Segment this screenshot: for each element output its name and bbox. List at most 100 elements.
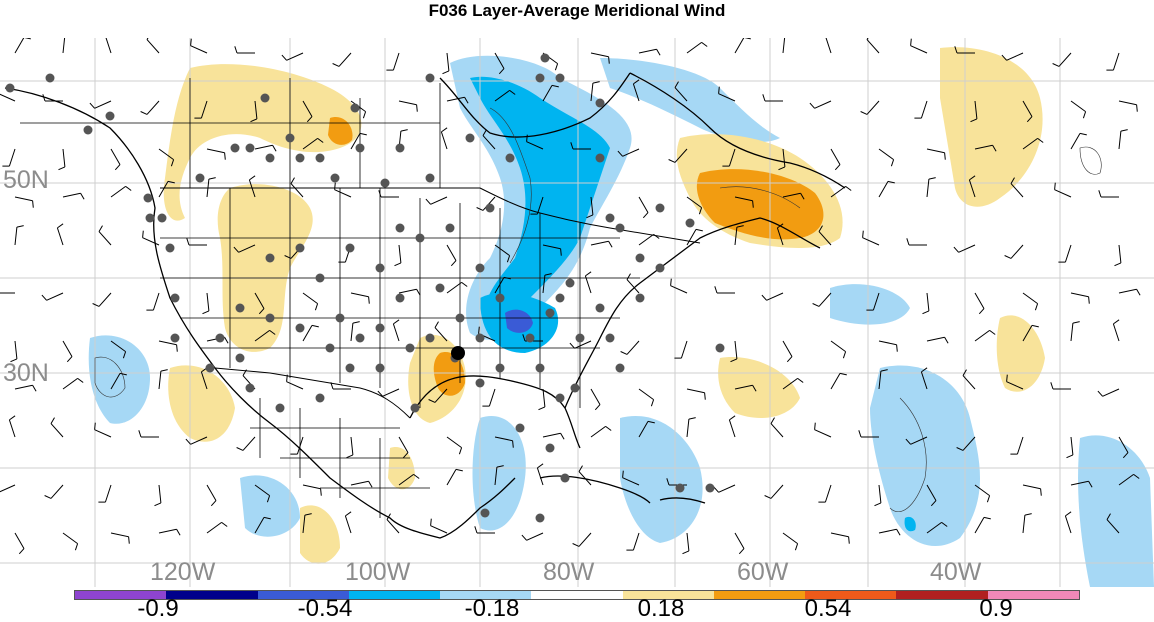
lon-label-40w: 40W — [930, 558, 982, 586]
station-marker — [45, 73, 55, 83]
light-blue-region-pacific — [88, 335, 150, 424]
wind-barb-flag — [1136, 289, 1141, 296]
wind-barb — [1070, 133, 1081, 150]
wind-barb — [430, 525, 448, 534]
wind-barb — [734, 532, 745, 549]
wind-barb — [1006, 381, 1024, 390]
station-marker — [495, 363, 505, 373]
station-marker — [595, 303, 605, 313]
station-marker — [515, 423, 525, 433]
wind-barb-flag — [128, 536, 130, 544]
colorbar-segment — [75, 591, 167, 599]
wind-barb — [578, 471, 592, 486]
wind-barbs — [0, 38, 1141, 555]
wind-barb-flag — [1122, 452, 1129, 459]
north-america-coast — [4, 87, 516, 539]
wind-barb — [94, 429, 112, 438]
hispaniola-coast — [659, 497, 706, 504]
station-marker — [635, 253, 645, 263]
wind-barb — [446, 469, 457, 486]
light-blue-region-mid-pacific — [240, 475, 300, 537]
wind-barb — [62, 532, 78, 545]
wind-barb-flag — [512, 440, 514, 448]
wind-barb — [46, 292, 64, 301]
wind-barb-flag — [94, 422, 96, 430]
wind-barb-flag — [738, 548, 745, 555]
wind-barb-flag — [386, 513, 391, 520]
wind-barb — [866, 100, 880, 115]
station-marker — [635, 293, 645, 303]
wind-barb-flag — [478, 326, 480, 334]
wind-barb-flag — [272, 145, 277, 152]
wind-barb — [94, 100, 112, 109]
colorbar-label-neg-0-9: -0.9 — [137, 595, 179, 622]
wind-barb-flag — [594, 404, 601, 411]
wind-barb — [638, 233, 654, 246]
light-blue-region-west-atlantic — [830, 284, 910, 325]
wind-barb-flag — [569, 342, 575, 349]
wind-barb — [718, 93, 736, 102]
wind-barb-flag — [233, 246, 239, 253]
colorbar-label-neg-0-18: -0.18 — [464, 595, 520, 622]
station-marker — [575, 333, 585, 343]
lon-label-80w: 80W — [543, 558, 595, 586]
dark-blue-region-tennessee — [505, 309, 533, 333]
wind-barb — [590, 83, 594, 102]
station-marker — [595, 98, 605, 108]
station-marker — [410, 403, 420, 413]
wind-barb — [686, 419, 690, 438]
wind-barb — [574, 340, 592, 349]
station-marker — [170, 333, 180, 343]
wind-barb — [14, 227, 18, 246]
wind-barb-flag — [812, 303, 820, 307]
wind-barb — [158, 371, 162, 390]
station-marker — [540, 53, 550, 63]
wind-barb-flag — [167, 180, 175, 184]
wind-barb-flag — [44, 495, 52, 499]
wind-barb-flag — [642, 212, 649, 219]
station-marker — [157, 213, 167, 223]
orange-region-alberta — [328, 117, 353, 145]
wind-barb-flag — [202, 310, 210, 315]
wind-barb — [926, 179, 930, 198]
wind-barb — [1010, 244, 1024, 259]
station-marker — [435, 283, 445, 293]
station-marker — [355, 333, 365, 343]
wind-barb — [830, 148, 841, 165]
hudson-bay-coast — [439, 72, 631, 138]
wind-barb-flag — [1006, 374, 1008, 382]
station-marker — [615, 363, 625, 373]
wind-barb-flag — [442, 70, 450, 75]
wind-barb-flag — [377, 390, 383, 397]
wind-barb — [622, 148, 640, 157]
wind-barb-flag — [890, 159, 895, 167]
wind-barb-flag — [509, 89, 516, 95]
station-marker — [615, 223, 625, 233]
wind-barb — [638, 48, 657, 54]
map-panel: 50N 30N 120W 100W 80W 60W 40W — [0, 38, 1154, 587]
wind-barb-flag — [57, 223, 64, 229]
wind-barb-flag — [210, 500, 217, 507]
station-marker — [260, 93, 270, 103]
wind-barb-flag — [521, 534, 527, 541]
station-marker — [195, 173, 205, 183]
wind-barb-flag — [622, 470, 624, 478]
wind-barb-flag — [1120, 129, 1128, 132]
station-marker — [325, 343, 335, 353]
wind-barb — [578, 532, 592, 547]
wind-barb-flag — [32, 385, 37, 392]
wind-barb-flag — [538, 406, 546, 411]
station-marker — [655, 263, 665, 273]
wind-barb — [686, 41, 702, 54]
wind-barb — [770, 423, 784, 438]
wind-barb-flag — [818, 225, 823, 232]
station-marker — [605, 213, 615, 223]
wind-barb-flag — [236, 447, 244, 451]
wind-barb — [968, 179, 976, 198]
wind-barb — [430, 196, 448, 205]
wind-barb — [590, 425, 606, 438]
dark-blue-region-atlantic-spot — [904, 516, 916, 532]
station-marker — [595, 153, 605, 163]
station-marker — [535, 363, 545, 373]
station-marker — [395, 223, 405, 233]
